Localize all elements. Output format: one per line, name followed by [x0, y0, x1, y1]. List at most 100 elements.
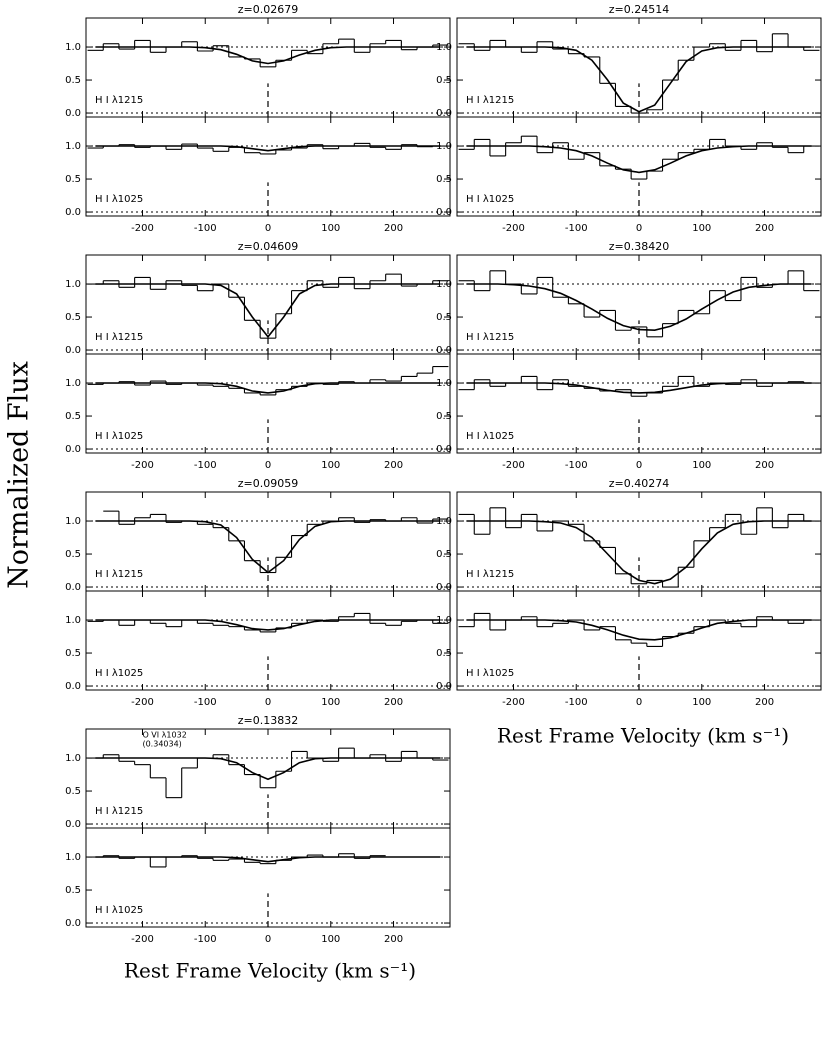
y-tick-label: 0.5 — [436, 648, 452, 659]
fit-line — [466, 520, 812, 585]
line-label: H I λ1025 — [466, 194, 514, 205]
y-tick-label: 0.5 — [436, 174, 452, 185]
line-label: H I λ1025 — [466, 668, 514, 679]
y-tick-label: 1.0 — [65, 615, 81, 626]
x-tick-label: 100 — [692, 697, 711, 708]
y-tick-label: 0.0 — [436, 345, 452, 356]
y-tick-label: 0.0 — [65, 681, 81, 692]
y-tick-label: 0.0 — [436, 681, 452, 692]
y-tick-label: 1.0 — [65, 852, 81, 863]
x-tick-label: -100 — [565, 697, 588, 708]
x-tick-label: -200 — [131, 697, 154, 708]
y-tick-label: 0.5 — [65, 75, 81, 86]
fit-line — [95, 382, 441, 394]
y-tick-label: 0.5 — [436, 75, 452, 86]
fit-line — [95, 619, 441, 631]
fit-line — [95, 46, 441, 65]
y-tick-label: 0.5 — [436, 312, 452, 323]
fit-line — [466, 283, 812, 332]
x-tick-label: -200 — [502, 223, 525, 234]
x-tick-label: 100 — [692, 223, 711, 234]
fit-line — [95, 145, 441, 152]
y-tick-label: 1.0 — [65, 279, 81, 290]
panel-title: z=0.02679 — [238, 3, 298, 16]
y-tick-label: 0.0 — [436, 444, 452, 455]
line-label: H I λ1215 — [466, 95, 514, 106]
x-axis-label: Rest Frame Velocity (km s⁻¹) — [497, 724, 789, 748]
y-tick-label: 1.0 — [65, 516, 81, 527]
y-tick-label: 0.5 — [65, 648, 81, 659]
x-tick-label: -100 — [565, 460, 588, 471]
x-tick-label: -200 — [502, 460, 525, 471]
y-tick-label: 1.0 — [65, 378, 81, 389]
y-tick-label: 0.5 — [65, 549, 81, 560]
x-tick-label: 200 — [384, 934, 403, 945]
fit-line — [466, 145, 812, 174]
x-tick-label: -100 — [194, 460, 217, 471]
y-tick-label: 0.0 — [65, 819, 81, 830]
x-tick-label: -100 — [194, 223, 217, 234]
x-tick-label: 0 — [265, 460, 271, 471]
panel-title: z=0.38420 — [609, 240, 669, 253]
x-tick-label: 0 — [265, 697, 271, 708]
y-tick-label: 1.0 — [436, 141, 452, 152]
x-tick-label: 100 — [321, 934, 340, 945]
line-label: H I λ1215 — [466, 332, 514, 343]
x-tick-label: 100 — [321, 223, 340, 234]
x-tick-label: -200 — [131, 460, 154, 471]
y-tick-label: 0.5 — [436, 549, 452, 560]
panel-title: z=0.40274 — [609, 477, 669, 490]
panel-title: z=0.04609 — [238, 240, 298, 253]
line-label: H I λ1025 — [95, 668, 143, 679]
panel-title: z=0.09059 — [238, 477, 298, 490]
x-tick-label: 100 — [321, 460, 340, 471]
x-axis-label: Rest Frame Velocity (km s⁻¹) — [124, 959, 416, 983]
y-tick-label: 0.0 — [65, 444, 81, 455]
x-tick-label: 200 — [755, 223, 774, 234]
line-label: H I λ1215 — [95, 332, 143, 343]
annotation: O VI λ1032 — [142, 731, 186, 740]
y-tick-label: 0.5 — [65, 885, 81, 896]
line-label: H I λ1215 — [95, 569, 143, 580]
y-tick-label: 0.5 — [436, 411, 452, 422]
y-tick-label: 0.0 — [65, 582, 81, 593]
y-tick-label: 1.0 — [436, 279, 452, 290]
y-tick-label: 0.0 — [65, 207, 81, 218]
fit-line — [466, 46, 812, 113]
y-tick-label: 0.5 — [65, 312, 81, 323]
y-tick-label: 1.0 — [65, 42, 81, 53]
x-tick-label: 0 — [265, 223, 271, 234]
x-tick-label: -100 — [565, 223, 588, 234]
x-tick-label: -200 — [131, 934, 154, 945]
line-label: H I λ1025 — [466, 431, 514, 442]
fit-line — [466, 382, 812, 394]
panel-title: z=0.13832 — [238, 714, 298, 727]
x-tick-label: -200 — [502, 697, 525, 708]
y-tick-label: 1.0 — [65, 141, 81, 152]
x-tick-label: 0 — [636, 223, 642, 234]
line-label: H I λ1215 — [466, 569, 514, 580]
fit-line — [95, 757, 441, 781]
x-tick-label: 0 — [265, 934, 271, 945]
y-tick-label: 1.0 — [436, 42, 452, 53]
x-tick-label: 200 — [755, 460, 774, 471]
y-tick-label: 0.0 — [436, 207, 452, 218]
x-tick-label: 200 — [384, 460, 403, 471]
x-tick-label: 200 — [755, 697, 774, 708]
annotation: (0.34034) — [142, 740, 181, 749]
y-tick-label: 1.0 — [65, 753, 81, 764]
y-tick-label: 0.5 — [65, 411, 81, 422]
fit-line — [466, 619, 812, 641]
y-tick-label: 0.5 — [65, 174, 81, 185]
y-tick-label: 0.0 — [436, 582, 452, 593]
y-axis-label: Normalized Flux — [4, 361, 35, 589]
x-tick-label: -200 — [131, 223, 154, 234]
y-tick-label: 1.0 — [436, 378, 452, 389]
x-tick-label: -100 — [194, 934, 217, 945]
y-tick-label: 1.0 — [436, 516, 452, 527]
panel-title: z=0.24514 — [609, 3, 669, 16]
x-tick-label: 100 — [692, 460, 711, 471]
fit-line — [95, 520, 441, 574]
y-tick-label: 0.0 — [65, 345, 81, 356]
